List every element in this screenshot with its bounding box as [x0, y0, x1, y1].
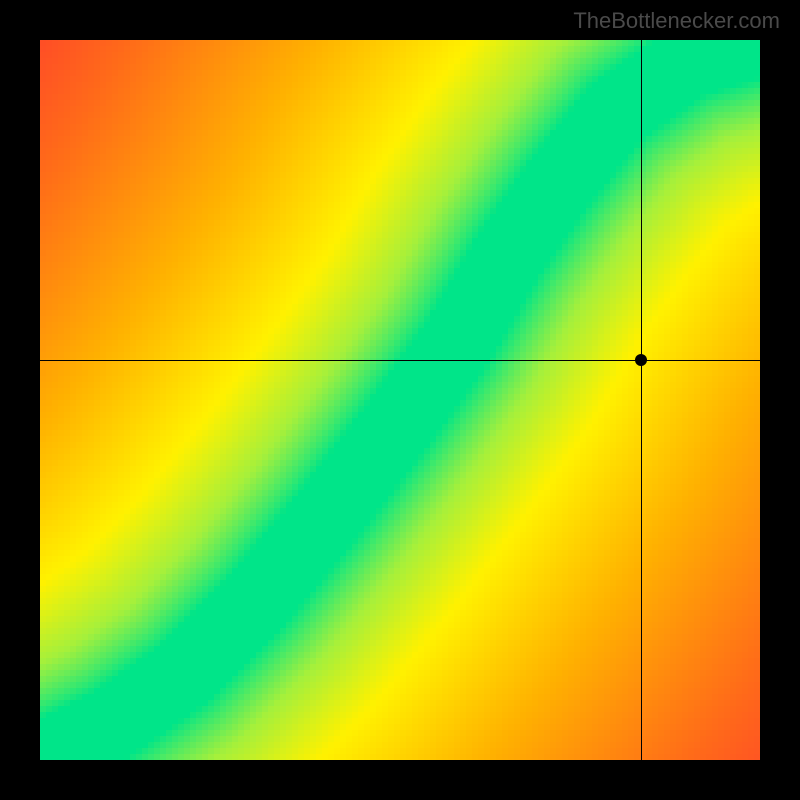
chart-container: TheBottlenecker.com [0, 0, 800, 800]
heatmap-canvas [40, 40, 760, 760]
crosshair-vertical [641, 40, 642, 760]
plot-area [40, 40, 760, 760]
crosshair-horizontal [40, 360, 760, 361]
watermark-text: TheBottlenecker.com [573, 8, 780, 34]
crosshair-dot [635, 354, 647, 366]
